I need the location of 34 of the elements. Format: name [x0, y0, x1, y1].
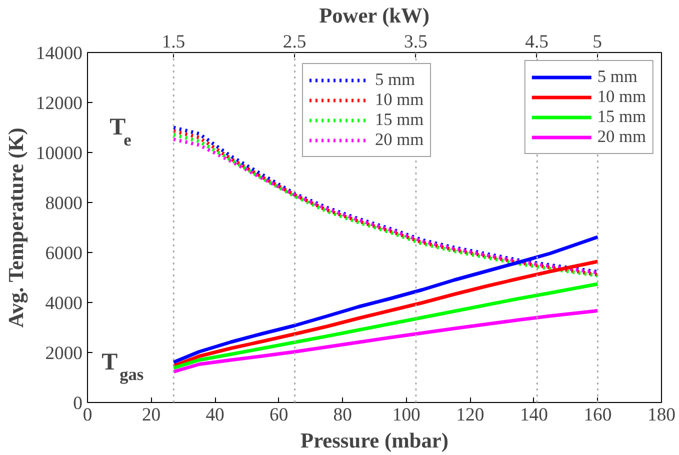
x-tick-label: 60 — [270, 404, 288, 426]
y-tick-label: 8000 — [45, 193, 82, 214]
x2-tick-label: 4.5 — [525, 32, 548, 52]
line-series — [172, 282, 600, 370]
y-tick-label: 12000 — [36, 93, 82, 114]
x2-tick-label: 1.5 — [162, 32, 186, 52]
y-tick-label: 10000 — [36, 143, 82, 164]
legend-label: 15 mm — [375, 110, 424, 130]
y-tick-label: 6000 — [45, 243, 82, 264]
legend-label: 5 mm — [375, 70, 415, 90]
legend-label: 20 mm — [375, 130, 424, 150]
legend-label: 10 mm — [375, 90, 424, 110]
legend-label: 10 mm — [597, 87, 646, 107]
x-tick-label: 140 — [520, 404, 548, 426]
x-axis-title: Pressure (mbar) — [300, 428, 448, 452]
y-tick-label: 2000 — [45, 343, 82, 364]
x-tick-label: 40 — [206, 404, 224, 426]
y-axis-title: Avg. Temperature (K) — [4, 128, 28, 328]
legend-label: 15 mm — [597, 107, 646, 127]
x-tick-label: 100 — [392, 404, 420, 426]
x2-tick-label: 3.5 — [404, 32, 428, 52]
x2-tick-label: 5 — [592, 32, 602, 52]
y-tick-label: 14000 — [36, 43, 82, 64]
x-tick-label: 180 — [648, 404, 676, 426]
x-tick-label: 20 — [142, 404, 161, 426]
legend-label: 20 mm — [597, 127, 646, 147]
x2-axis-title: Power (kW) — [319, 4, 430, 28]
x-tick-label: 120 — [456, 404, 484, 426]
x-tick-label: 160 — [584, 404, 612, 426]
legend-label: 5 mm — [597, 67, 638, 87]
line-series — [172, 309, 600, 374]
x2-tick-label: 2.5 — [282, 32, 306, 52]
y-tick-label: 4000 — [45, 293, 82, 314]
x-tick-label: 80 — [333, 404, 352, 426]
